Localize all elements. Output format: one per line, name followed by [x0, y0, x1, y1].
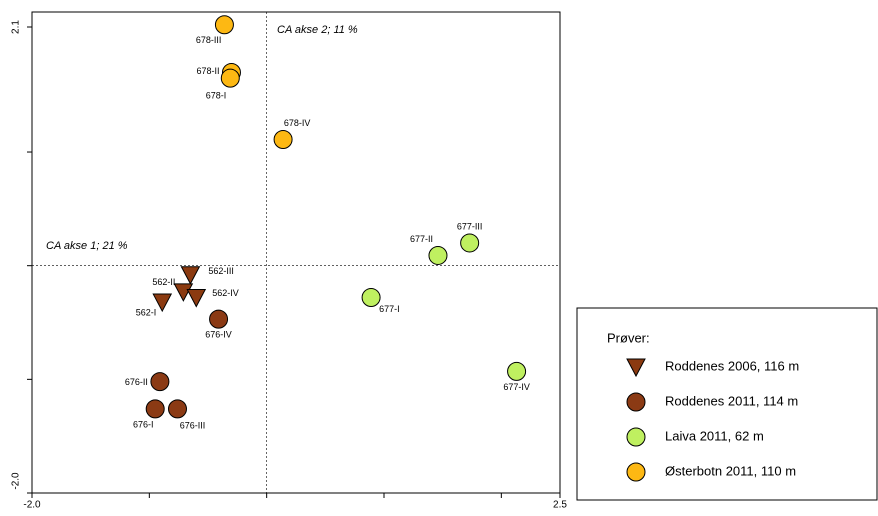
legend-marker — [626, 427, 646, 447]
legend-label: Laiva 2011, 62 m — [665, 428, 764, 443]
axis-annotation: CA akse 1; 21 % — [46, 240, 128, 252]
point — [214, 15, 234, 35]
y-tick-label: -2.0 — [11, 472, 22, 490]
point-label: 677-IV — [503, 382, 530, 392]
x-tick-label: 2.5 — [553, 500, 567, 511]
point-label: 676-IV — [205, 329, 232, 339]
legend-title: Prøver: — [607, 330, 650, 345]
legend-label: Roddenes 2006, 116 m — [665, 358, 799, 373]
point — [180, 266, 201, 285]
y-tick-label: 2.1 — [11, 20, 22, 34]
point-label: 676-III — [180, 420, 206, 430]
point — [167, 399, 187, 419]
point-label: 678-II — [196, 66, 219, 76]
point — [428, 245, 448, 265]
legend-label: Roddenes 2011, 114 m — [665, 393, 798, 408]
point — [273, 130, 293, 150]
point — [173, 283, 194, 302]
point — [150, 372, 170, 392]
point — [460, 233, 480, 253]
axis-annotation: CA akse 2; 11 % — [277, 24, 358, 36]
point — [209, 309, 229, 329]
point — [361, 288, 381, 308]
point — [145, 399, 165, 419]
point — [220, 68, 240, 88]
point-label: 562-IV — [212, 288, 239, 298]
point-label: 562-III — [208, 266, 234, 276]
point-label: 676-II — [125, 377, 148, 387]
point-label: 678-I — [206, 91, 227, 101]
legend-label: Østerbotn 2011, 110 m — [665, 463, 796, 478]
point — [152, 293, 173, 313]
point-label: 678-III — [196, 35, 222, 45]
legend-marker — [626, 392, 646, 412]
point-label: 676-I — [133, 419, 154, 429]
plot-frame — [31, 11, 561, 494]
point-label: 562-I — [136, 307, 157, 317]
legend-marker — [626, 462, 646, 482]
x-tick-label: -2.0 — [23, 500, 41, 511]
point — [186, 289, 207, 308]
point-label: 677-I — [379, 304, 400, 314]
legend-marker — [626, 358, 646, 378]
point-label: 677-III — [457, 221, 483, 231]
point-label: 562-II — [152, 277, 175, 287]
point — [507, 361, 527, 381]
point-label: 678-IV — [284, 118, 311, 128]
point-label: 677-II — [410, 234, 433, 244]
